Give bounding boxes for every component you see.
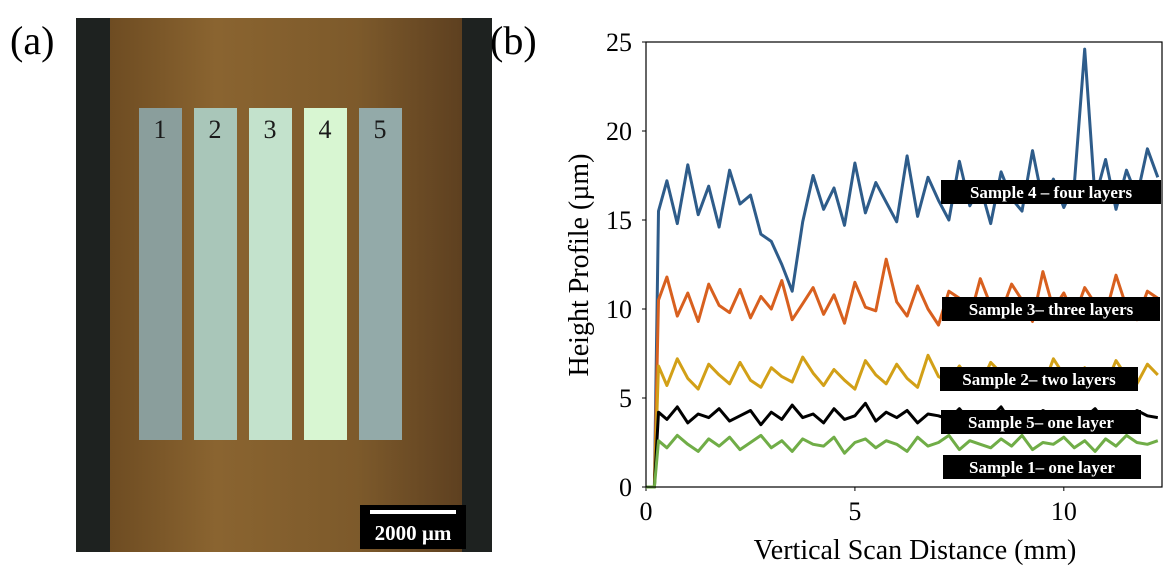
series-label: Sample 4 – four layers	[970, 183, 1133, 202]
series-label-box	[941, 410, 1141, 434]
series-label: Sample 2– two layers	[962, 370, 1116, 389]
series-label-box	[942, 297, 1160, 321]
series-label: Sample 1– one layer	[969, 458, 1115, 477]
strip	[304, 108, 347, 440]
y-tick-label: 0	[619, 473, 632, 502]
strip-label: 2	[209, 115, 222, 144]
strip-label: 1	[154, 115, 167, 144]
y-tick-label: 25	[606, 28, 632, 57]
y-axis-title: Height Profile (µm)	[564, 154, 595, 377]
scale-bar	[370, 510, 456, 514]
x-axis-title: Vertical Scan Distance (mm)	[754, 535, 1077, 566]
series-label: Sample 5– one layer	[968, 413, 1114, 432]
series-line	[646, 433, 1159, 489]
strip-label: 4	[319, 115, 332, 144]
x-tick-label: 0	[640, 497, 653, 526]
y-tick-label: 15	[606, 206, 632, 235]
strip	[139, 108, 182, 440]
y-tick-label: 20	[606, 117, 632, 146]
series-label-box	[940, 367, 1138, 391]
strips: 1 2 3 4 5	[139, 108, 402, 440]
panel-label: (a)	[10, 18, 54, 63]
plot-frame	[645, 41, 1163, 488]
strip-label: 3	[264, 115, 277, 144]
strip	[194, 108, 237, 440]
series-label-box	[943, 455, 1141, 479]
x-tick-label: 5	[848, 497, 861, 526]
y-tick-label: 10	[606, 295, 632, 324]
x-tick-label: 10	[1051, 497, 1077, 526]
panel-label: (b)	[490, 18, 537, 63]
series-label-box	[941, 180, 1161, 204]
y-tick-label: 5	[619, 384, 632, 413]
scale-bar-label: 2000 µm	[375, 521, 452, 545]
strip	[249, 108, 292, 440]
series-label: Sample 3– three layers	[969, 300, 1134, 319]
strip-label: 5	[374, 115, 387, 144]
strip	[359, 108, 402, 440]
